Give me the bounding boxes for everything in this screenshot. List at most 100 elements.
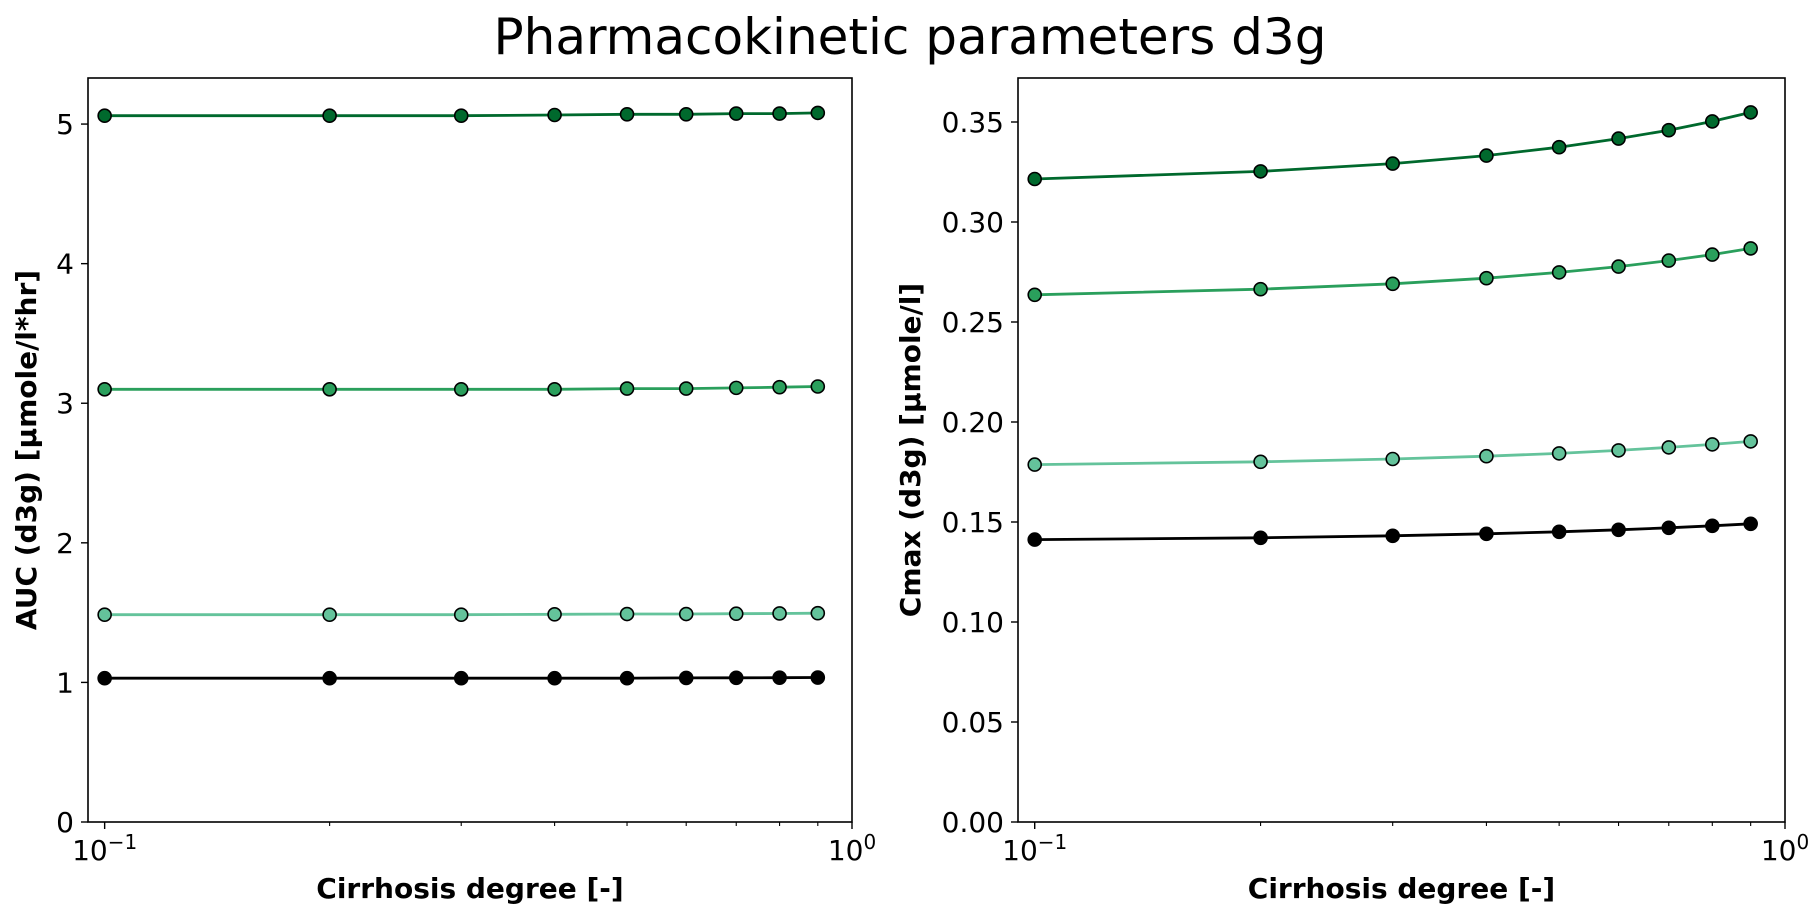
y-tick-label: 0.20 [942,406,1004,439]
data-point [678,106,694,122]
y-tick-label: 0.05 [942,706,1004,739]
data-point [547,107,562,123]
auc-panel: 0 1 2 3 4 5 10−1 100 Cirrhosis degree [-] AUC (d3… [10,77,876,905]
data-point [1611,522,1626,538]
data-point [1611,259,1626,274]
y-tick-label: 0.00 [942,806,1004,839]
plot-frame [87,77,853,823]
data-point [1704,247,1720,262]
data-point [772,670,787,685]
data-point [1253,164,1268,179]
data-point [1253,454,1268,470]
x-tick-label: 10−1 [1002,830,1067,867]
data-point [453,108,469,123]
data-point [1743,241,1758,256]
data-point [1385,276,1400,292]
data-point [1743,516,1758,532]
y-tick-label: 0.30 [942,206,1004,239]
data-point [619,670,635,686]
data-point [1661,253,1677,268]
data-point [619,606,635,622]
data-point [772,106,787,121]
data-point [322,607,337,623]
data-point [1743,105,1758,120]
x-tick-label: 100 [1761,830,1809,867]
x-tick-label: 100 [828,830,876,867]
data-point [1027,457,1043,472]
data-point [97,381,112,397]
y-tick-label: 0.10 [942,606,1004,639]
data-point [678,381,694,396]
data-point [728,380,744,396]
data-point [810,105,826,121]
data-point [547,381,562,397]
data-point [97,108,112,123]
data-point [1743,434,1758,449]
data-point [1479,448,1494,464]
data-point [1253,530,1268,546]
y-tick-label: 1 [56,666,74,699]
y-axis-label: AUC (d3g) [µmole/l*hr] [10,270,43,630]
data-point [810,379,826,394]
data-point [1479,148,1494,163]
data-point [1551,446,1567,461]
data-point [1611,131,1626,146]
data-point [1661,440,1677,455]
data-point [772,379,787,395]
data-point [1253,281,1268,297]
data-point [678,670,694,686]
data-point [1704,114,1720,129]
y-tick-label: 0.35 [942,106,1004,139]
plot-frame [1017,77,1786,823]
data-point [453,607,469,623]
x-axis-label: Cirrhosis degree [-] [1248,872,1555,905]
x-axis-label: Cirrhosis degree [-] [316,872,623,905]
y-tick-label: 0 [56,806,74,839]
data-point [1385,451,1400,467]
data-point [1661,520,1677,536]
data-point [322,108,337,123]
data-point [1385,156,1400,171]
data-point [1551,265,1567,280]
data-point [322,381,337,397]
data-point [1661,122,1677,138]
data-point [810,670,826,685]
y-tick-label: 4 [56,248,74,281]
data-point [1479,526,1494,542]
data-point [1551,524,1567,540]
data-point [453,381,469,397]
data-point [547,670,562,686]
data-point [728,670,744,686]
y-tick-label: 2 [56,527,74,560]
y-tick-label: 0.15 [942,506,1004,539]
data-point [1027,532,1043,547]
data-point [97,670,112,686]
data-point [1704,437,1720,452]
cmax-panel: 0.00 0.05 0.10 0.15 0.20 0.25 0.30 0.35 10−1 100 C… [894,77,1809,905]
y-axis-label: Cmax (d3g) [µmole/l] [894,283,927,617]
data-point [1027,287,1043,303]
y-tick-label: 5 [56,108,74,141]
data-point [1027,171,1043,187]
data-point [453,670,469,686]
data-point [1551,139,1567,155]
data-point [619,106,635,122]
data-point [547,606,562,622]
chart-title: Pharmacokinetic parameters d3g [494,8,1327,66]
y-tick-label: 3 [56,387,74,420]
data-point [772,606,787,621]
data-point [1611,443,1626,458]
data-point [619,381,635,396]
x-tick-label: 10−1 [72,830,137,867]
data-point [728,106,744,121]
data-point [728,606,744,622]
data-point [97,607,112,623]
data-point [322,670,337,686]
data-point [1704,518,1720,534]
data-point [810,605,826,621]
data-point [1479,270,1494,286]
data-point [678,606,694,622]
data-point [1385,528,1400,544]
y-tick-label: 0.25 [942,306,1004,339]
